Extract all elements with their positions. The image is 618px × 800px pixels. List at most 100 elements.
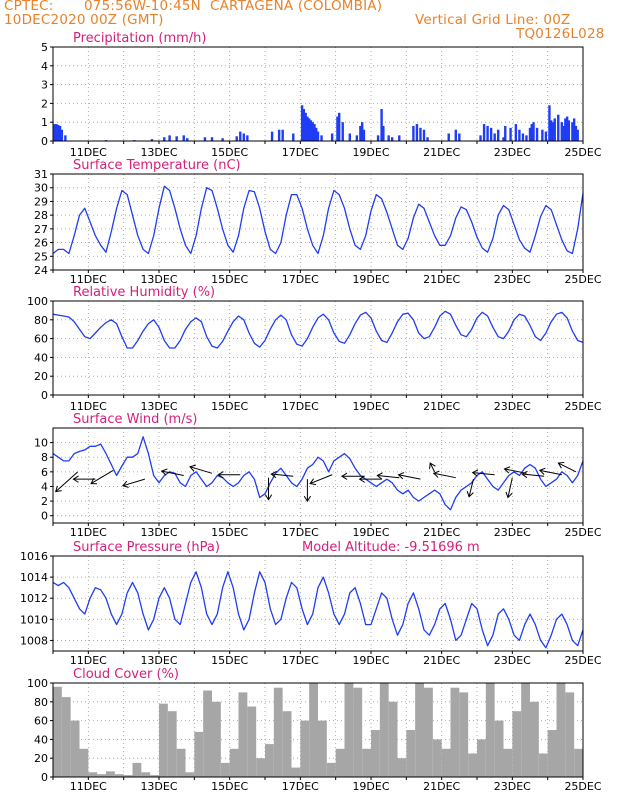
panel-title: Surface Temperature (nC) [73,158,241,173]
precip-bar [576,129,579,141]
x-tick-label: 23DEC [494,146,531,159]
precip-bar [315,127,318,141]
wind-arrow-head [55,485,62,493]
panel-3 [50,300,584,398]
x-tick-label: 25DEC [564,146,601,159]
y-tick-label: 4 [41,480,48,493]
wind-arrow-head [303,495,312,503]
precip-bar [341,122,344,141]
cloud-bar [176,748,186,777]
precip-bar [544,131,548,141]
header-location: 075:56W-10:45N CARTAGENA (COLOMBIA) [84,0,383,14]
precip-bar [64,135,67,141]
x-tick-label: 21DEC [423,526,460,539]
cloud-bar [574,748,583,777]
y-tick-label: 1008 [20,634,48,647]
x-tick-label: 17DEC [282,780,319,793]
y-tick-label: 2 [41,495,48,508]
series-line [52,571,584,649]
y-tick-label: 80 [34,314,48,327]
y-tick-label: 0 [41,389,48,402]
x-tick-label: 15DEC [211,146,248,159]
precip-bar [541,129,544,141]
cloud-bar [194,731,204,777]
precip-bar [572,118,576,141]
wind-arrow-head [358,475,365,483]
panel-frame [52,46,584,142]
cloud-bar [538,753,548,777]
x-tick-label: 19DEC [352,526,389,539]
cloud-bar [212,701,221,777]
x-tick-label: 11DEC [70,526,107,539]
wind-arrow-head [503,466,511,474]
cloud-bar [353,687,363,777]
wind-arrow [468,479,474,497]
panel-5 [50,555,584,654]
precip-bar [221,138,224,141]
x-tick-label: 13DEC [140,654,177,667]
wind-arrow [90,469,114,485]
wind-arrow-head [309,478,317,486]
precip-bar [163,137,166,141]
precip-bar [454,129,457,141]
cloud-bar [477,739,486,777]
x-tick-label: 19DEC [352,780,389,793]
y-tick-label: 31 [34,168,48,181]
precip-bar [387,135,390,141]
y-tick-label: 100 [27,295,48,308]
cloud-bar [238,692,248,777]
panel-2 [50,173,584,273]
cloud-bar [53,686,62,777]
precip-bar [362,129,366,141]
wind-arrow [507,477,513,498]
precip-bar [175,136,178,141]
x-tick-label: 17DEC [282,400,319,413]
y-tick-label: 1 [41,116,48,129]
precip-bar [270,131,274,141]
panel-6 [50,682,584,780]
y-tick-label: 100 [27,677,48,690]
precip-bar [447,133,450,141]
y-tick-label: 40 [34,351,48,364]
cloud-bar [282,711,292,777]
cloud-bar [441,748,451,777]
precip-bar [564,118,567,141]
precip-bar [292,133,295,141]
header-datetime: 10DEC2020 00Z (GMT) [4,12,164,28]
series-line [52,436,584,511]
precip-bar [376,135,380,141]
precip-bar [482,124,486,141]
x-tick-label: 23DEC [494,654,531,667]
wind-arrow [122,478,146,487]
x-tick-label: 25DEC [564,526,601,539]
wind-arrow [377,474,400,479]
cloud-bar [565,692,575,777]
x-tick-label: 15DEC [211,780,248,793]
cloud-bar [70,720,80,777]
y-tick-label: 60 [34,715,48,728]
cloud-bar [547,730,557,777]
wind-arrow-head [189,464,196,472]
y-tick-label: 4 [41,60,48,73]
wind-arrow-head [557,461,565,469]
wind-arrow-head [466,490,474,498]
y-tick-label: 25 [34,250,48,263]
cloud-bar [291,767,301,777]
cloud-bar [300,720,310,777]
cloud-bar [379,683,389,777]
cloud-bar [397,758,407,777]
cloud-bar [220,762,230,777]
y-tick-label: 3 [41,79,48,92]
precip-bar [60,129,64,141]
precip-bar [574,125,578,141]
precip-bar [525,135,528,141]
x-tick-label: 17DEC [282,273,319,286]
cloud-bar [459,692,469,777]
cloud-bar [362,748,371,777]
cloud-bar [159,703,168,777]
panel-frame [52,427,584,524]
precip-bar [521,133,525,141]
wind-arrow-head [270,470,277,479]
precip-bar [246,135,249,141]
cloud-bar [265,744,274,777]
